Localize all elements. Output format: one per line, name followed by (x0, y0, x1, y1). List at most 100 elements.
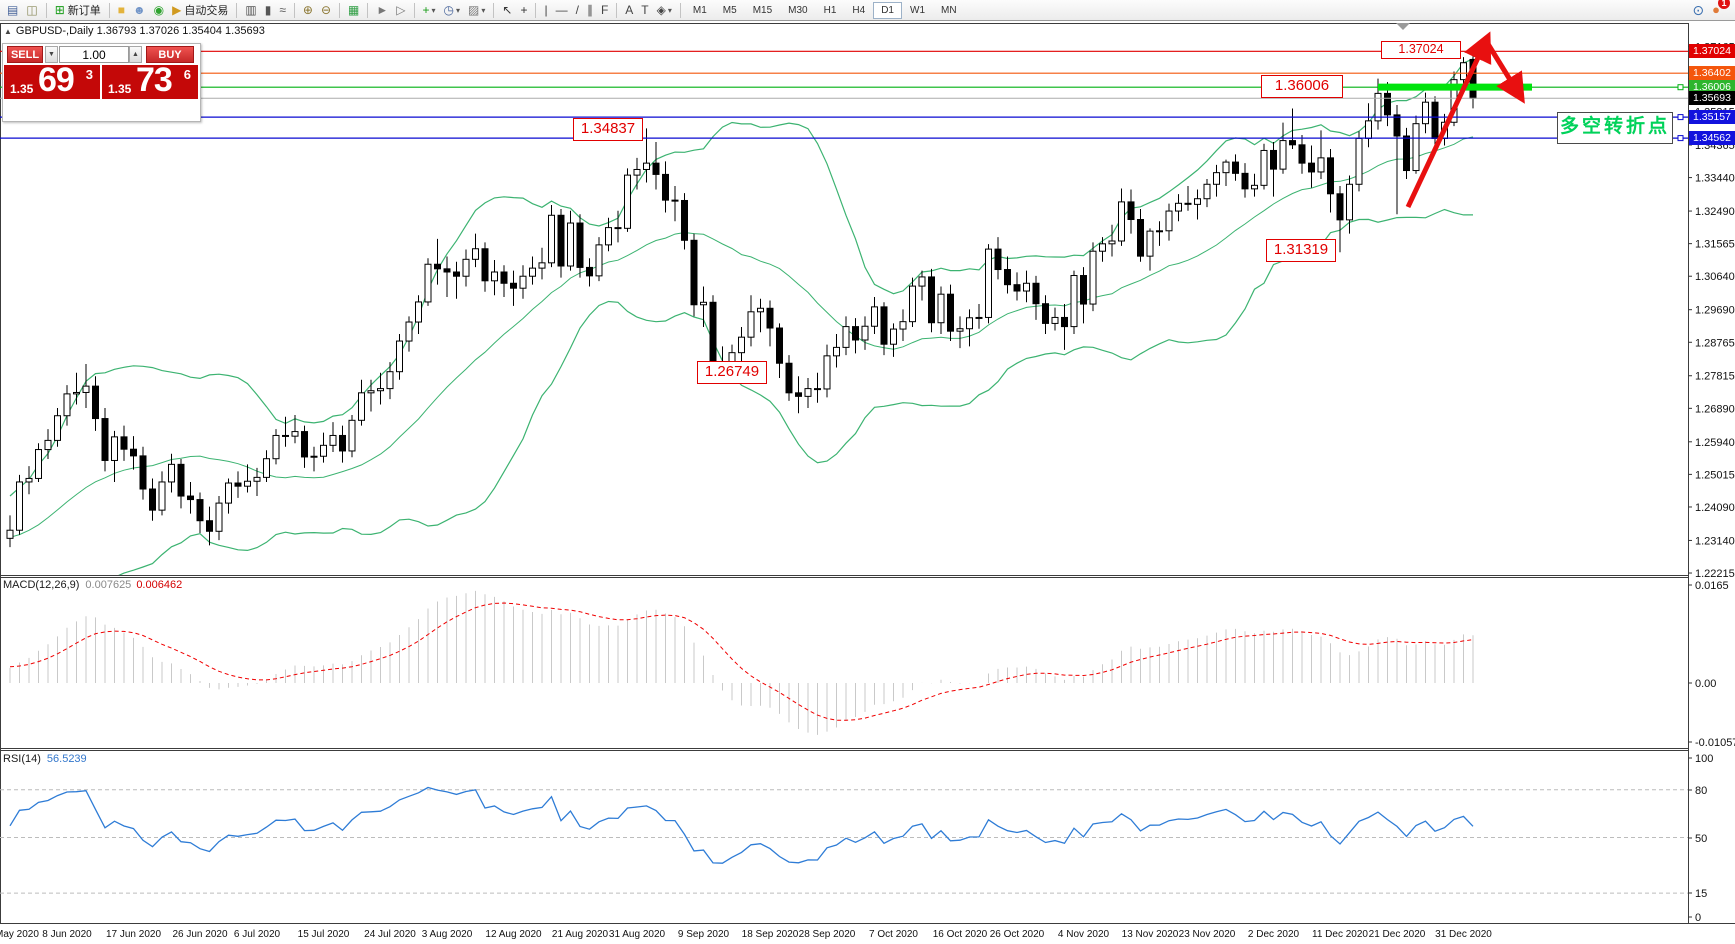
price-tick-label: 1.30640 (1695, 271, 1735, 283)
timeframe-m30[interactable]: M30 (788, 4, 808, 16)
candle-body (1213, 172, 1220, 185)
candle-body (215, 502, 223, 532)
channel-button[interactable]: ∥ (583, 0, 597, 20)
candle-body (947, 293, 954, 332)
date-label: 16 Oct 2020 (933, 929, 988, 940)
bull-bear-turning-point-note[interactable]: 多空转折点 (1557, 112, 1673, 144)
candle-body (6, 529, 14, 539)
chart-preview-button[interactable]: ◫ (22, 0, 41, 20)
buy-price-panel[interactable]: 1.35 73 6 (102, 61, 198, 99)
lot-size-input[interactable] (59, 46, 129, 63)
timeframe-m1[interactable]: M1 (692, 4, 707, 16)
price-flag-1.31319[interactable]: 1.31319 (1266, 239, 1336, 262)
candle-body (738, 336, 745, 354)
timeframe-d1[interactable]: D1 (873, 1, 902, 19)
indicators-button[interactable]: + ▾ (419, 0, 440, 20)
up-arrow-annotation[interactable] (1405, 31, 1492, 209)
chart-shift-marker-icon[interactable] (1396, 23, 1410, 30)
channel-icon: ∥ (586, 3, 593, 17)
macd-tick-label: 0.0165 (1695, 580, 1729, 592)
candle-body (576, 222, 584, 268)
sell-price-panel[interactable]: 1.35 69 3 (4, 61, 100, 99)
lot-decrease-button[interactable]: ▼ (45, 46, 58, 63)
arrows-button[interactable]: ◈ ▾ (653, 0, 676, 20)
down-arrow-annotation[interactable] (1485, 42, 1525, 104)
candle-body (272, 434, 280, 460)
price-flag-1.34837[interactable]: 1.34837 (573, 118, 643, 141)
candle-body (443, 268, 451, 273)
line-chart-button[interactable]: ≈ (275, 0, 290, 20)
candle-body (329, 434, 337, 446)
tile-windows-button[interactable]: ▦ (344, 0, 363, 20)
ask-price-pipette: 6 (183, 67, 191, 82)
community-button[interactable]: ☻ (129, 0, 150, 20)
fibonacci-button[interactable]: F (597, 0, 612, 20)
auto-scroll-button[interactable]: ► (372, 0, 392, 20)
trendline-button[interactable]: / (572, 0, 583, 20)
search-icon: ⊙ (1692, 2, 1705, 18)
lot-increase-button[interactable]: ▲ (129, 46, 142, 63)
line-handle[interactable] (1677, 114, 1684, 121)
bar-chart-button[interactable]: ▥ (241, 0, 260, 20)
signals-button[interactable]: ◉ (150, 0, 168, 20)
chart-canvas[interactable]: 1.371651.362401.353151.343651.334401.324… (0, 22, 1735, 944)
candle-body (595, 244, 603, 277)
bid-price-big: 69 (38, 61, 75, 99)
collapse-arrow-icon[interactable]: ▲ (4, 27, 12, 36)
price-flag-1.26749[interactable]: 1.26749 (697, 361, 767, 384)
notifications-button[interactable]: ● (1708, 0, 1724, 20)
candle-body (918, 276, 926, 287)
market-watch-button[interactable]: ▤ (3, 0, 22, 20)
timeframe-h1[interactable]: H1 (823, 4, 837, 16)
rsi-line (9, 786, 1474, 864)
candle-body (1004, 269, 1011, 286)
bollinger-bands (9, 58, 1474, 575)
periods-button[interactable]: ◷ ▾ (440, 0, 465, 20)
toolbar-separator (493, 2, 495, 18)
zoom-in-button[interactable]: ⊕ (299, 0, 317, 20)
candle-body (776, 327, 783, 364)
timeframe-w1[interactable]: W1 (910, 4, 925, 16)
one-click-trade-widget: SELL ▼ ▲ BUY 1.35 69 3 1.35 73 6 (2, 43, 201, 122)
new-order-button[interactable]: ⊞ 新订单 (51, 0, 105, 20)
candle-body (415, 301, 422, 323)
cursor-button[interactable]: ↖ (498, 0, 516, 20)
horizontal-line-button[interactable]: — (552, 0, 572, 20)
autotrading-button[interactable]: ▶ 自动交易 (168, 0, 232, 20)
timeframe-m15[interactable]: M15 (752, 4, 773, 16)
timeframe-mn[interactable]: MN (941, 4, 957, 16)
sell-button[interactable]: SELL (7, 46, 43, 63)
candle-body (44, 439, 52, 451)
text-label-button[interactable]: T (637, 0, 652, 20)
search-button[interactable]: ⊙ (1688, 0, 1708, 20)
candle-body (519, 275, 527, 289)
axis-price-tag-1.35157: 1.35157 (1689, 110, 1735, 125)
crosshair-button[interactable]: + (516, 0, 531, 20)
periods-icon: ◷ (443, 3, 455, 17)
zoom-in-icon: ⊕ (302, 3, 313, 17)
candle-body (234, 482, 242, 487)
candle-body (481, 248, 489, 282)
candle-body (614, 227, 622, 230)
text-button[interactable]: A (621, 0, 637, 20)
chart-shift-button[interactable]: ▷ (392, 0, 409, 20)
timeframe-m5[interactable]: M5 (722, 4, 737, 16)
timeframe-h4[interactable]: H4 (852, 4, 866, 16)
price-tick-label: 1.27815 (1695, 371, 1735, 383)
templates-button[interactable]: ▨ ▾ (464, 0, 489, 20)
candle-body (690, 239, 698, 306)
metaquotes-box-button[interactable]: ■ (114, 0, 129, 20)
candle-body (510, 282, 517, 289)
price-flag-1.37024[interactable]: 1.37024 (1381, 41, 1461, 59)
buy-button[interactable]: BUY (146, 46, 194, 63)
rsi-tick-label: 15 (1695, 888, 1707, 900)
price-flag-1.36006[interactable]: 1.36006 (1261, 75, 1343, 98)
candle-body (225, 482, 232, 504)
line-handle[interactable] (1677, 135, 1684, 142)
line-handle[interactable] (1677, 84, 1684, 91)
candle-body (1146, 230, 1154, 257)
zoom-out-button[interactable]: ⊖ (317, 0, 335, 20)
vertical-line-button[interactable]: | (540, 0, 551, 20)
candlestick-chart-button[interactable]: ▮ (261, 0, 276, 20)
